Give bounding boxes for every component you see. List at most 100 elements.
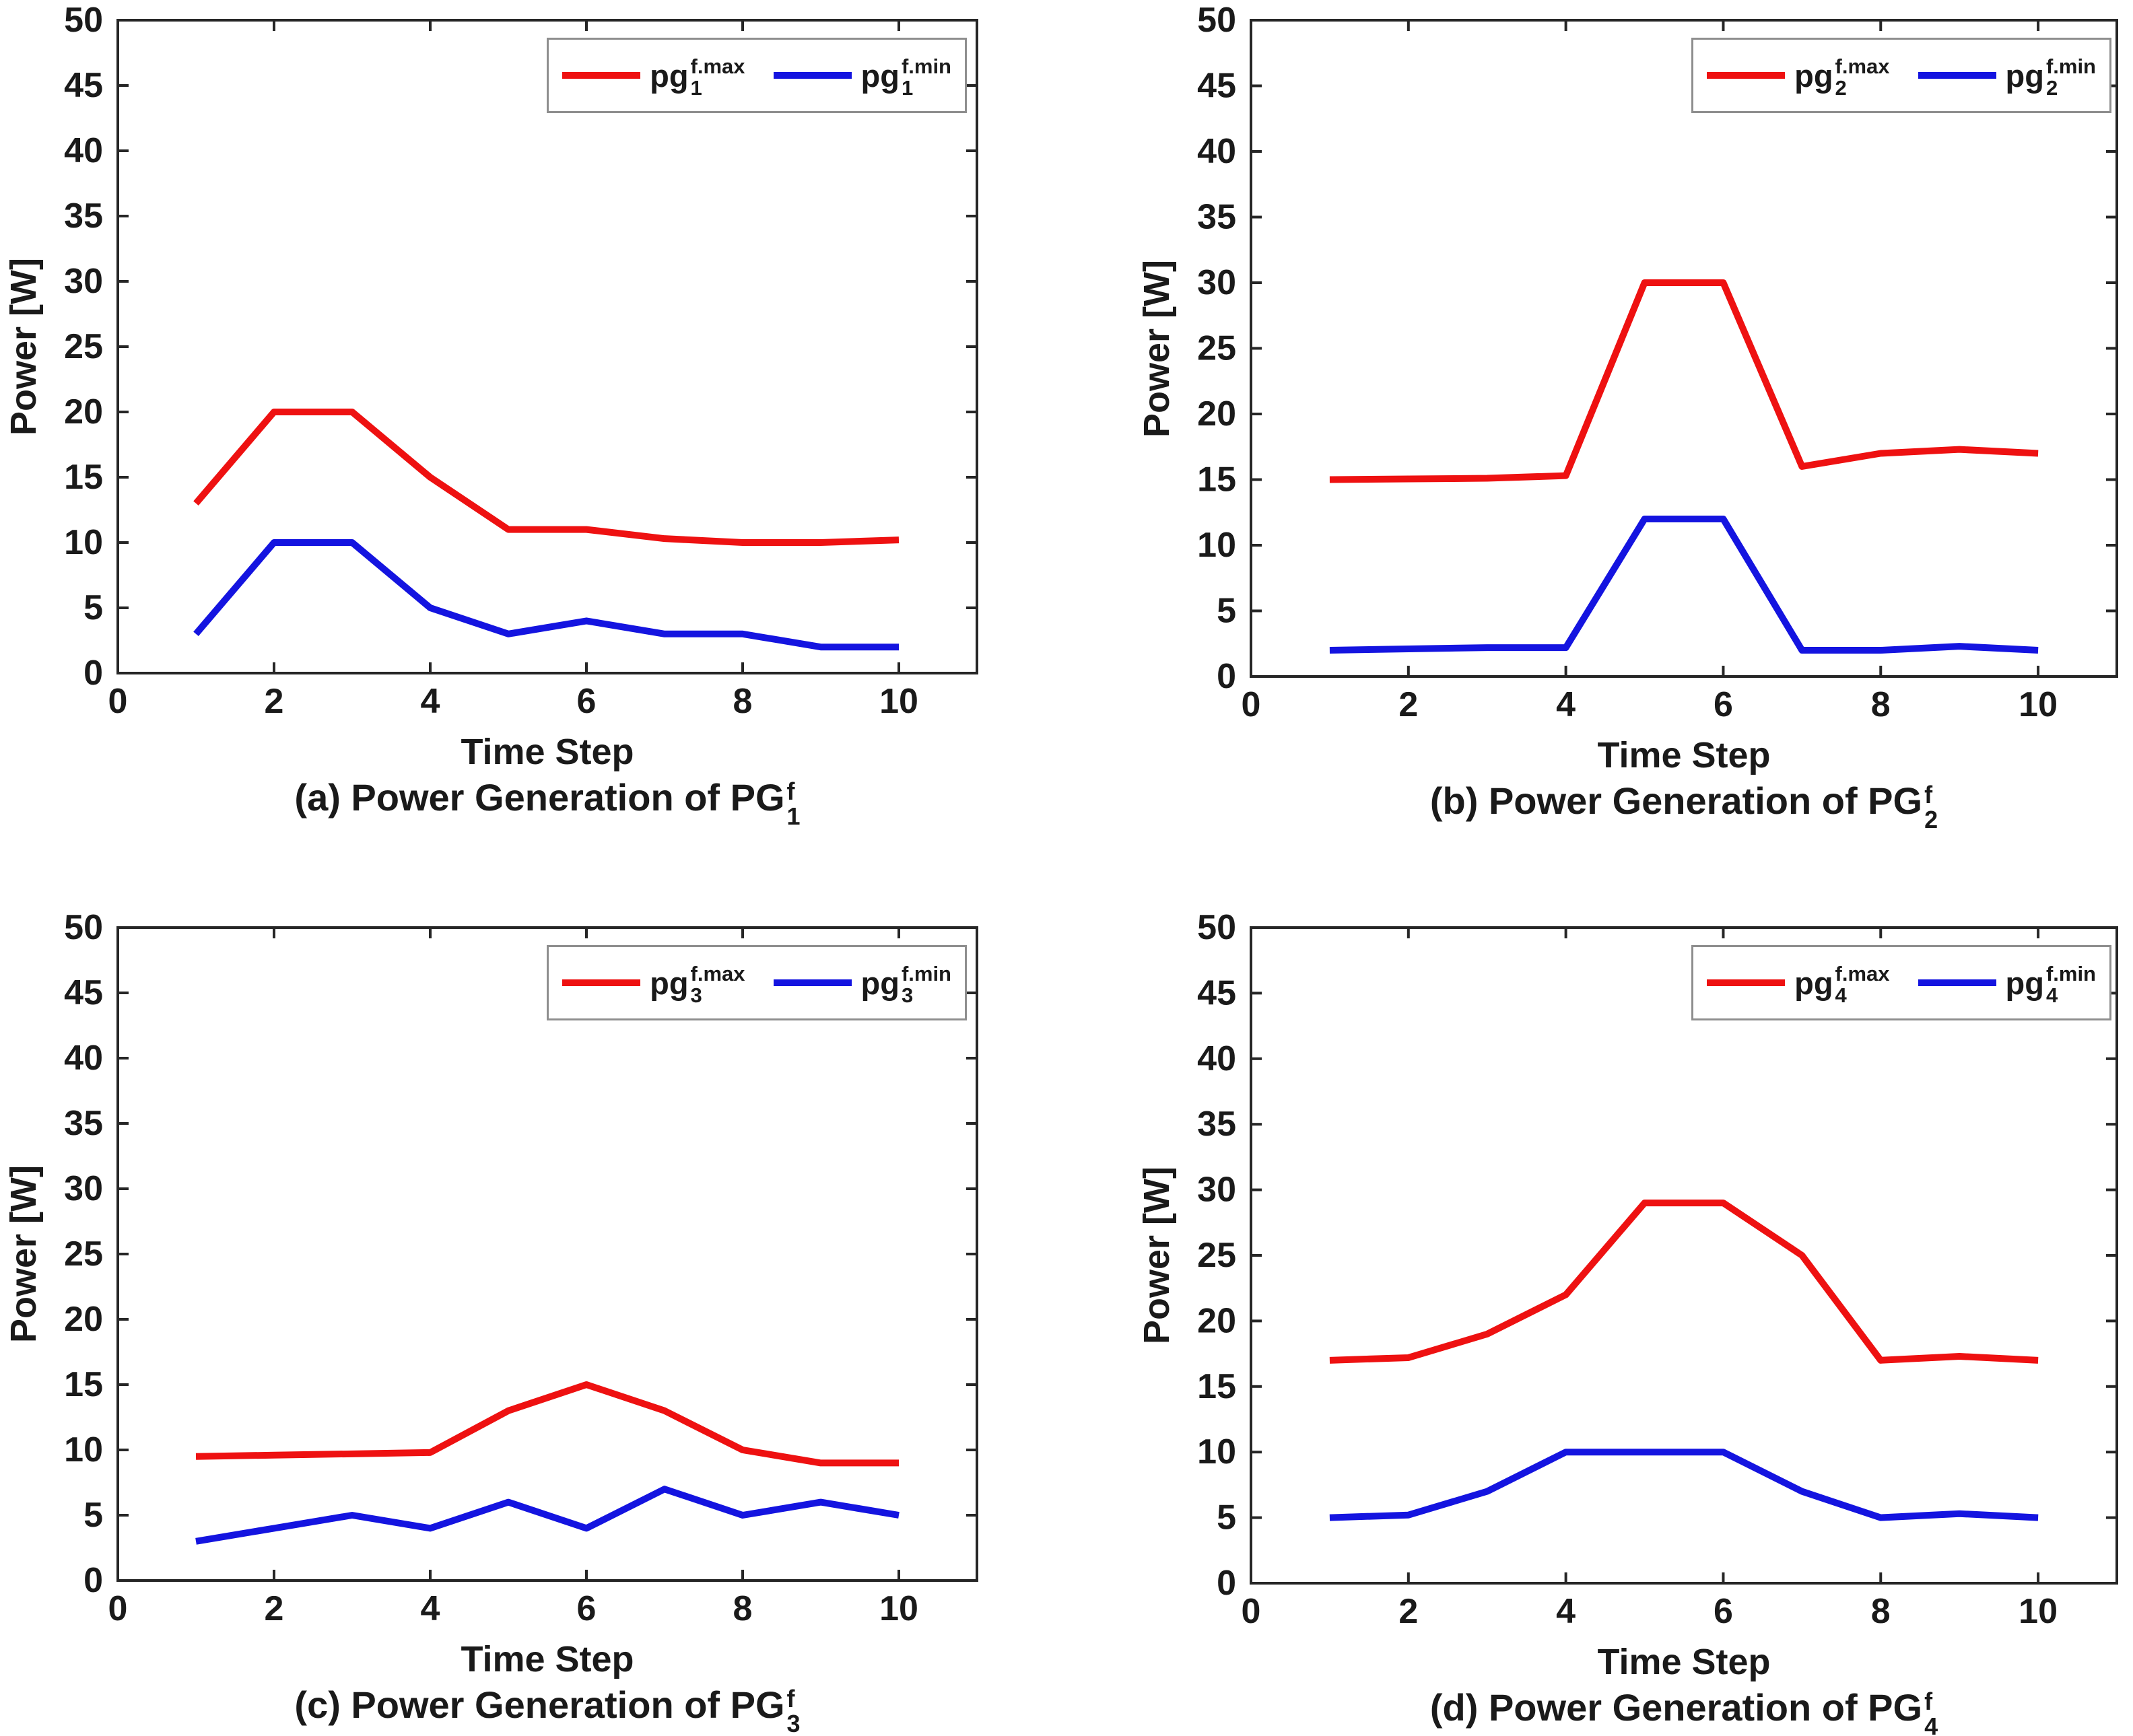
x-tick-label: 10 bbox=[879, 682, 918, 721]
legend-item-max: pg f.max 3 bbox=[562, 961, 745, 1006]
y-axis-label-a: Power [W] bbox=[3, 258, 44, 436]
legend-subsup-min-sup: f.min bbox=[901, 55, 951, 79]
subplot-b: 0 2 4 6 8 10 0 5 10 15 20 25 30 35 40 45 50 Power [W] Ti… bbox=[1066, 0, 2133, 868]
x-tick-label: 4 bbox=[1556, 1592, 1576, 1631]
legend-label-max: pg f.max 3 bbox=[650, 961, 745, 1006]
y-tick-label: 50 bbox=[1197, 908, 1236, 947]
y-tick-label: 15 bbox=[1197, 1367, 1236, 1406]
y-tick-label: 30 bbox=[1197, 263, 1236, 302]
y-tick-label: 25 bbox=[64, 327, 103, 366]
subplot-c: 0 2 4 6 8 10 0 5 10 15 20 25 30 35 40 45 50 Power [W] Ti… bbox=[0, 868, 1066, 1736]
series-line-max bbox=[1329, 279, 2039, 483]
y-tick-label: 45 bbox=[1197, 67, 1236, 106]
x-axis-label-a: Time Step bbox=[461, 732, 634, 772]
y-tick-label: 35 bbox=[1197, 198, 1236, 237]
legend-subsup-max: f.max 4 bbox=[1835, 963, 1890, 1006]
y-tick-label: 20 bbox=[64, 1300, 103, 1339]
legend-subsup-max-sup: f.max bbox=[690, 962, 745, 986]
legend-subsup-min-sup: f.min bbox=[2045, 55, 2096, 79]
y-tick-label: 0 bbox=[83, 1561, 103, 1600]
x-tick-label: 6 bbox=[577, 682, 597, 721]
y-tick-label: 35 bbox=[64, 1104, 103, 1143]
legend-item-max: pg f.max 1 bbox=[562, 54, 745, 98]
legend-item-min: pg f.min 2 bbox=[1918, 54, 2096, 98]
caption-subsup-sub: 1 bbox=[786, 802, 801, 831]
caption-text: (c) Power Generation of bbox=[294, 1683, 731, 1726]
legend-label-min: pg f.min 4 bbox=[2006, 961, 2096, 1007]
legend-c: pg f.max 3 pg f.min 3 bbox=[547, 945, 967, 1020]
legend-line-sample-min bbox=[1918, 979, 1996, 986]
caption-base: PG bbox=[1868, 779, 1923, 822]
legend-base-max: pg bbox=[650, 965, 689, 1001]
y-tick-label: 20 bbox=[64, 392, 103, 431]
subplot-a: 0 2 4 6 8 10 0 5 10 15 20 25 30 35 40 45 50 Power [W] Ti… bbox=[0, 0, 1066, 868]
caption-text: (a) Power Generation of bbox=[294, 776, 731, 819]
y-tick-label: 5 bbox=[83, 588, 103, 627]
legend-line-sample-min bbox=[773, 72, 852, 79]
x-tick-label: 4 bbox=[421, 682, 440, 721]
plot-area-d: 0 2 4 6 8 10 0 5 10 15 20 25 30 35 40 45 50 bbox=[1197, 908, 2118, 1631]
legend-subsup-max-sub: 4 bbox=[1835, 983, 1847, 1007]
legend-subsup-min-sub: 1 bbox=[901, 76, 914, 100]
plot-area-b: 0 2 4 6 8 10 0 5 10 15 20 25 30 35 40 45 50 bbox=[1197, 1, 2118, 724]
caption-b: (b) Power Generation of PG f 2 bbox=[1430, 779, 1938, 832]
legend-label-min: pg f.min 3 bbox=[860, 961, 951, 1006]
subplot-d: 0 2 4 6 8 10 0 5 10 15 20 25 30 35 40 45 50 Power [W] Ti… bbox=[1066, 868, 2133, 1736]
legend-base-min: pg bbox=[860, 965, 900, 1001]
y-axis-label-b: Power [W] bbox=[1137, 259, 1177, 438]
series-line-max bbox=[1329, 1200, 2039, 1364]
y-tick-label: 15 bbox=[64, 458, 103, 497]
legend-base-max: pg bbox=[650, 57, 689, 94]
axes-box bbox=[116, 926, 978, 1582]
legend-subsup-max-sub: 2 bbox=[1835, 76, 1847, 100]
x-axis-label-d: Time Step bbox=[1597, 1642, 1771, 1682]
y-tick-label: 30 bbox=[64, 262, 103, 301]
x-axis-label-b: Time Step bbox=[1597, 735, 1771, 775]
legend-line-sample-max bbox=[562, 979, 641, 986]
legend-item-min: pg f.min 4 bbox=[1918, 961, 2096, 1007]
y-tick-label: 5 bbox=[1217, 592, 1236, 631]
legend-d: pg f.max 4 pg f.min 4 bbox=[1691, 945, 2111, 1020]
y-tick-label: 35 bbox=[64, 197, 103, 236]
y-tick-label: 10 bbox=[1197, 1432, 1236, 1471]
series-line-min bbox=[195, 1486, 900, 1545]
series-line-min bbox=[193, 539, 899, 651]
legend-subsup-min-sup: f.min bbox=[2045, 962, 2096, 986]
y-axis-label-d: Power [W] bbox=[1137, 1167, 1177, 1344]
axes-box bbox=[1250, 19, 2118, 678]
y-tick-label: 10 bbox=[64, 1430, 103, 1469]
y-tick-label: 50 bbox=[64, 908, 103, 947]
caption-text: (d) Power Generation of bbox=[1429, 1686, 1868, 1729]
y-tick-label: 15 bbox=[64, 1365, 103, 1404]
caption-d: (d) Power Generation of PG f 4 bbox=[1429, 1686, 1938, 1736]
y-tick-label: 50 bbox=[64, 1, 103, 40]
y-tick-label: 40 bbox=[64, 1039, 103, 1078]
y-tick-label: 10 bbox=[64, 523, 103, 562]
caption-subsup-sub: 3 bbox=[786, 1710, 801, 1736]
legend-line-sample-min bbox=[773, 979, 852, 986]
legend-subsup-min-sup: f.min bbox=[901, 962, 951, 986]
x-tick-label: 10 bbox=[2019, 1592, 2058, 1631]
y-tick-label: 50 bbox=[1197, 1, 1236, 40]
legend-line-sample-max bbox=[562, 72, 641, 79]
legend-label-min: pg f.min 2 bbox=[2006, 54, 2096, 98]
plot-area-a: 0 2 4 6 8 10 0 5 10 15 20 25 30 35 40 45 50 bbox=[64, 1, 978, 721]
legend-label-max: pg f.max 2 bbox=[1794, 54, 1890, 98]
y-axis-label-c: Power [W] bbox=[3, 1165, 44, 1343]
series-line-max bbox=[195, 1381, 899, 1467]
x-tick-label: 0 bbox=[1242, 685, 1261, 724]
legend-item-min: pg f.min 1 bbox=[773, 54, 951, 100]
y-tick-label: 45 bbox=[64, 66, 103, 105]
caption-subsup-sup: f bbox=[1924, 1688, 1933, 1716]
legend-item-min: pg f.min 3 bbox=[773, 961, 951, 1006]
y-tick-label: 25 bbox=[1197, 1236, 1236, 1275]
y-tick-label: 0 bbox=[1217, 1564, 1236, 1603]
caption-c: (c) Power Generation of PG f 3 bbox=[294, 1683, 801, 1736]
legend-subsup-min-sub: 4 bbox=[2045, 983, 2058, 1007]
legend-line-sample-min bbox=[1918, 72, 1996, 79]
legend-subsup-max: f.max 2 bbox=[1835, 56, 1890, 98]
series-line-max bbox=[193, 409, 900, 546]
x-tick-label: 8 bbox=[1871, 685, 1891, 724]
legend-label-max: pg f.max 4 bbox=[1794, 961, 1890, 1006]
